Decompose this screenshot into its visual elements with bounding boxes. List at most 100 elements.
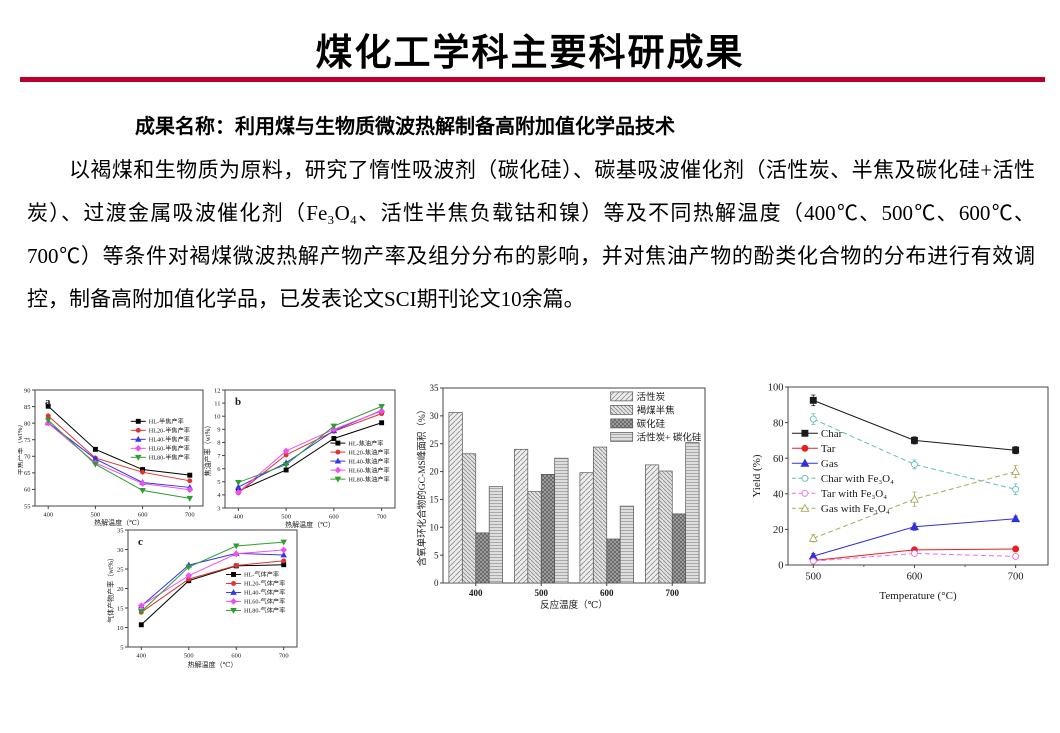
- achievement-name-heading: 成果名称：利用煤与生物质微波热解制备高附加值化学品技术: [135, 116, 675, 138]
- svg-text:500: 500: [805, 572, 821, 583]
- svg-text:7: 7: [217, 453, 221, 460]
- svg-text:热解温度（℃）: 热解温度（℃）: [94, 518, 144, 527]
- accent-divider: [20, 77, 1045, 82]
- svg-text:HL80-焦油产率: HL80-焦油产率: [348, 475, 389, 483]
- svg-text:25: 25: [430, 439, 440, 449]
- svg-text:a: a: [45, 396, 51, 408]
- svg-text:35: 35: [117, 527, 124, 534]
- svg-text:半焦产率（wt%）: 半焦产率（wt%）: [18, 421, 24, 476]
- svg-text:Temperature (°C): Temperature (°C): [879, 590, 957, 602]
- chart-yield-with-fe3o4: 0 20 40 60 80 100 500 600 700 Char Tar Gas Char with…: [748, 375, 1060, 620]
- svg-text:600: 600: [329, 514, 339, 521]
- svg-text:HL20-焦油产率: HL20-焦油产率: [348, 448, 389, 456]
- svg-text:20: 20: [773, 525, 784, 536]
- svg-text:10: 10: [214, 413, 221, 420]
- svg-text:20: 20: [430, 467, 440, 477]
- svg-text:HL20-半焦产率: HL20-半焦产率: [149, 426, 190, 434]
- svg-text:25: 25: [117, 566, 124, 573]
- svg-text:600: 600: [907, 572, 923, 583]
- svg-text:HL20-气体产率: HL20-气体产率: [244, 580, 285, 588]
- svg-text:40: 40: [773, 489, 784, 500]
- svg-text:60: 60: [773, 454, 784, 465]
- svg-text:焦油产率（wt%）: 焦油产率（wt%）: [203, 422, 212, 477]
- svg-text:HL60-半焦产率: HL60-半焦产率: [149, 444, 190, 452]
- svg-text:HL-气体产率: HL-气体产率: [244, 571, 279, 579]
- chart-gcms-peak-area: 0 5 10 15 20 25 30 35 400 500 600 700 活性炭 褐煤半焦碳化硅 活性炭+…: [415, 376, 720, 625]
- svg-text:0: 0: [434, 578, 439, 588]
- svg-text:5: 5: [217, 479, 220, 486]
- svg-text:反应温度（℃）: 反应温度（℃）: [540, 599, 608, 611]
- svg-text:气体产物产率（wt%）: 气体产物产率（wt%）: [106, 554, 115, 623]
- svg-text:褐煤半焦: 褐煤半焦: [637, 404, 676, 416]
- page-title: 煤化工学科主要科研成果: [315, 32, 745, 73]
- svg-text:70: 70: [24, 454, 31, 461]
- svg-text:600: 600: [138, 512, 148, 519]
- svg-text:6: 6: [217, 466, 221, 473]
- svg-text:400: 400: [136, 653, 146, 660]
- svg-text:HL40-气体产率: HL40-气体产率: [244, 589, 285, 597]
- svg-text:3: 3: [217, 505, 220, 512]
- svg-text:Gas: Gas: [821, 458, 838, 470]
- svg-text:活性炭: 活性炭: [637, 391, 666, 403]
- svg-text:55: 55: [24, 503, 31, 510]
- svg-text:Yield (%): Yield (%): [751, 454, 763, 497]
- svg-text:700: 700: [185, 512, 195, 519]
- svg-text:600: 600: [600, 588, 614, 598]
- svg-text:10: 10: [117, 625, 124, 632]
- svg-text:含氧单环化合物的GC-MS峰面积（%）: 含氧单环化合物的GC-MS峰面积（%）: [416, 405, 428, 567]
- chart-tar-yield: 3 4 5 6 7 8 9 10 11 12 400 500 600 700 HL-焦油产率 HL20-焦油产…: [203, 377, 403, 534]
- svg-text:20: 20: [117, 586, 124, 593]
- svg-text:700: 700: [666, 588, 680, 598]
- svg-text:30: 30: [430, 411, 440, 421]
- svg-text:HL40-半焦产率: HL40-半焦产率: [149, 435, 190, 443]
- svg-text:HL-半焦产率: HL-半焦产率: [149, 417, 184, 425]
- svg-text:b: b: [235, 396, 241, 408]
- svg-text:9: 9: [217, 427, 220, 434]
- svg-text:60: 60: [24, 487, 31, 494]
- chart-semicoke-yield: 55 60 65 70 75 80 85 90 400 500 600 700 HL-半焦产率 HL20-…: [15, 379, 210, 534]
- svg-text:80: 80: [773, 418, 784, 429]
- svg-text:12: 12: [214, 387, 221, 394]
- svg-text:500: 500: [535, 588, 549, 598]
- svg-text:Tar with Fe₃O₄: Tar with Fe₃O₄: [821, 488, 887, 500]
- svg-text:400: 400: [233, 514, 243, 521]
- svg-text:0: 0: [778, 561, 783, 572]
- svg-text:30: 30: [117, 547, 124, 554]
- svg-text:活性炭+ 碳化硅: 活性炭+ 碳化硅: [637, 431, 702, 443]
- svg-text:8: 8: [217, 440, 220, 447]
- svg-text:4: 4: [217, 492, 221, 499]
- svg-text:11: 11: [214, 400, 220, 407]
- svg-text:75: 75: [24, 437, 31, 444]
- svg-text:Gas with Fe₃O₄: Gas with Fe₃O₄: [821, 503, 890, 515]
- svg-text:500: 500: [184, 653, 194, 660]
- svg-text:10: 10: [430, 522, 440, 532]
- svg-text:5: 5: [120, 644, 123, 651]
- svg-text:400: 400: [469, 588, 483, 598]
- svg-text:c: c: [138, 536, 143, 548]
- svg-text:Char: Char: [821, 428, 843, 440]
- svg-text:100: 100: [768, 383, 784, 394]
- svg-text:700: 700: [377, 514, 387, 521]
- svg-text:600: 600: [231, 653, 241, 660]
- svg-text:热解温度（℃）: 热解温度（℃）: [285, 520, 335, 529]
- svg-text:碳化硅: 碳化硅: [637, 418, 666, 430]
- svg-text:热解温度（℃）: 热解温度（℃）: [188, 660, 238, 669]
- svg-text:700: 700: [279, 653, 289, 660]
- svg-text:HL-焦油产率: HL-焦油产率: [348, 439, 383, 447]
- svg-text:90: 90: [24, 387, 31, 394]
- svg-text:Tar: Tar: [821, 443, 836, 455]
- svg-text:400: 400: [43, 512, 53, 519]
- svg-text:35: 35: [430, 383, 440, 393]
- svg-text:65: 65: [24, 470, 31, 477]
- svg-text:500: 500: [281, 514, 291, 521]
- svg-text:80: 80: [24, 420, 31, 427]
- svg-text:HL80-半焦产率: HL80-半焦产率: [149, 453, 190, 461]
- svg-text:5: 5: [434, 550, 439, 560]
- chart-gas-yield: 5 10 15 20 25 30 35 400 500 600 700 HL-气体产率 HL20-气体产…: [106, 521, 310, 678]
- svg-text:HL40-焦油产率: HL40-焦油产率: [348, 457, 389, 465]
- svg-text:HL80-气体产率: HL80-气体产率: [244, 607, 285, 615]
- svg-text:85: 85: [24, 404, 31, 411]
- svg-text:HL60-焦油产率: HL60-焦油产率: [348, 466, 389, 474]
- svg-text:700: 700: [1008, 572, 1024, 583]
- svg-text:15: 15: [430, 495, 440, 505]
